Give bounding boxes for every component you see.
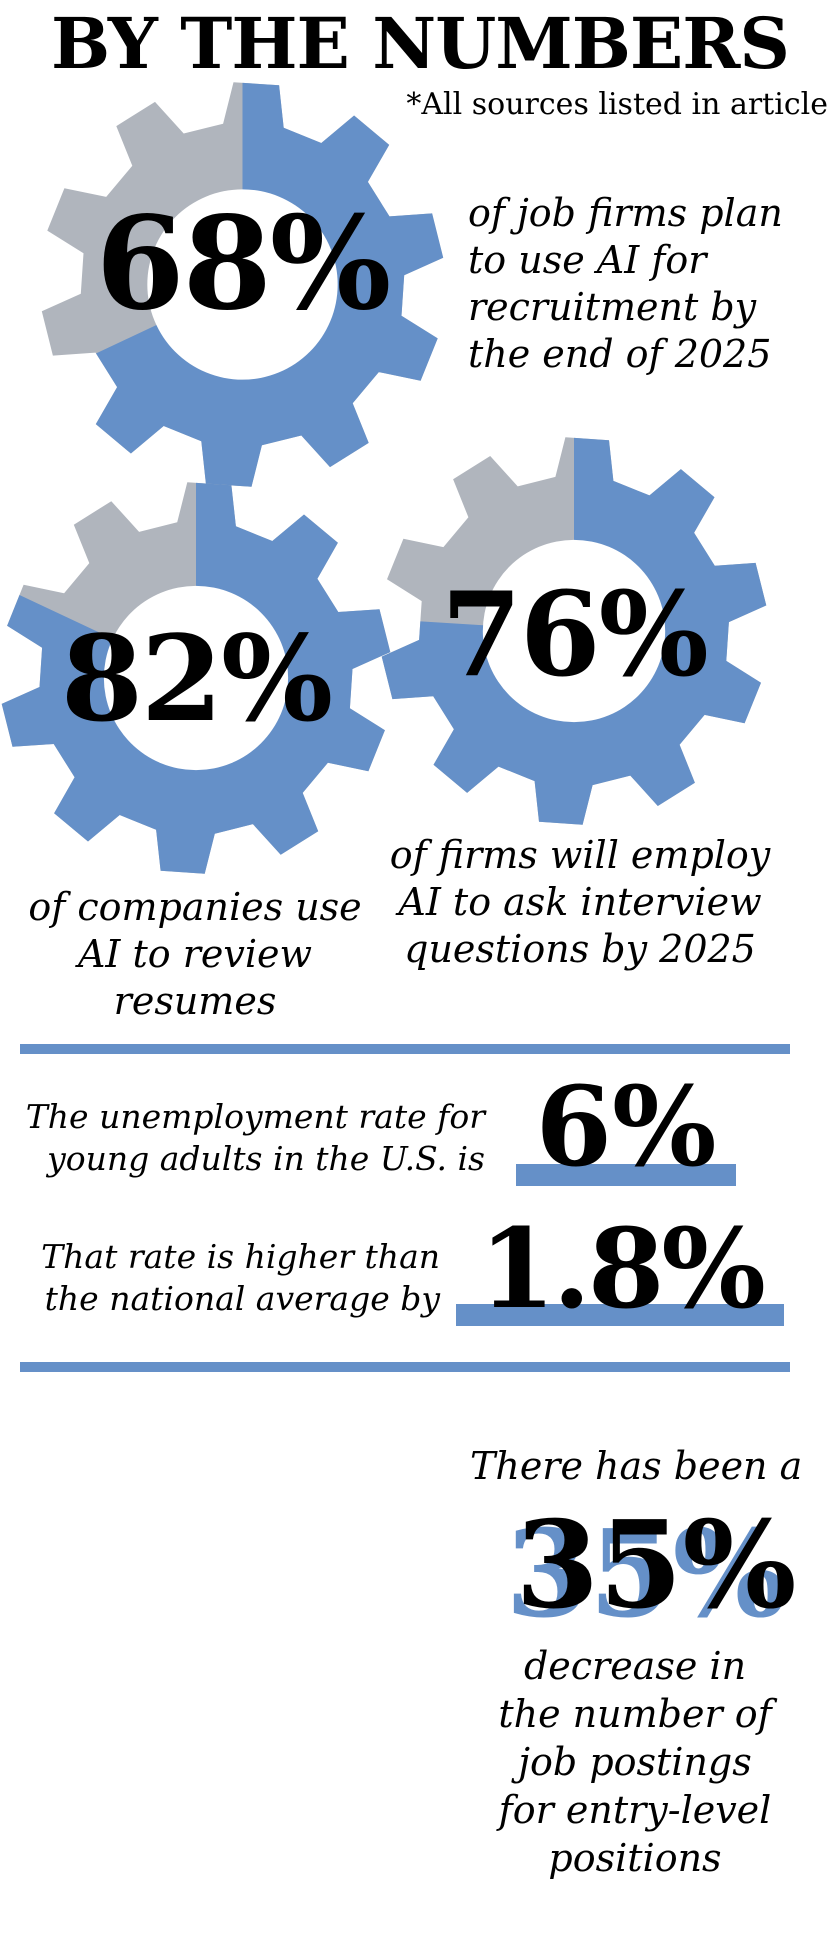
gear-stat-3: 76% xyxy=(380,437,768,825)
unemployment-highlight-bar xyxy=(516,1164,736,1186)
gear-stat-3-caption: of firms will employ AI to ask interview… xyxy=(389,833,771,971)
divider-bottom xyxy=(20,1362,790,1372)
gear-stat-2-caption: of companies use AI to review resumes xyxy=(28,885,362,1023)
unemployment-value: 6% xyxy=(535,1062,717,1191)
gear-stat-2-value: 82% xyxy=(60,609,333,748)
gear-icon xyxy=(1,482,391,874)
unemployment-label: The unemployment rate for young adults i… xyxy=(25,1097,485,1178)
gear-stat-3-value: 76% xyxy=(441,567,709,703)
difference-highlight-bar xyxy=(456,1304,784,1326)
postings-value-shadow: 35% xyxy=(505,1504,787,1645)
page-title: BY THE NUMBERS xyxy=(51,2,790,85)
difference-value: 1.8% xyxy=(479,1204,766,1333)
postings-value: 35% xyxy=(515,1495,797,1636)
gear-icon xyxy=(41,82,444,487)
postings-intro: There has been a xyxy=(470,1444,803,1488)
divider-top xyxy=(20,1044,790,1054)
gear-center-hole xyxy=(482,539,666,723)
gear-stat-2: 82% xyxy=(0,482,392,874)
gear-stat-1-caption: of job firms plan to use AI for recruitm… xyxy=(468,191,783,376)
gear-stat-1-value: 68% xyxy=(95,189,392,339)
gear-center-hole xyxy=(147,189,338,380)
gear-center-hole xyxy=(103,585,289,771)
gear-stat-1: 68% xyxy=(40,82,445,487)
difference-label: That rate is higher than the national av… xyxy=(41,1237,440,1318)
postings-caption: decrease in the number of job postings f… xyxy=(498,1644,772,1880)
sources-note: *All sources listed in article xyxy=(406,87,828,122)
gear-icon xyxy=(381,437,767,825)
